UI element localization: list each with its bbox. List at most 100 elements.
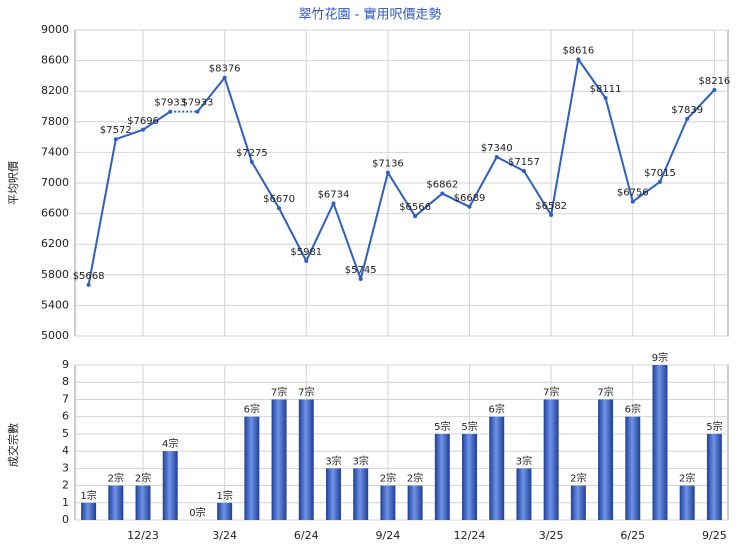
data-label: $7933 [154, 98, 186, 109]
bar [598, 399, 614, 520]
line-segment [604, 97, 634, 202]
bar [434, 433, 450, 520]
data-label: $7839 [671, 105, 703, 116]
data-label: $8216 [698, 76, 730, 87]
line-point [195, 109, 200, 114]
y-tick-label: 6200 [41, 237, 69, 250]
bar [244, 416, 260, 520]
data-label: $7136 [372, 159, 404, 170]
line-segment [441, 192, 470, 208]
line-segment [468, 156, 498, 208]
bar [462, 433, 478, 520]
line-point [603, 96, 608, 101]
data-label: $8376 [209, 64, 241, 75]
y-tick-label: 7000 [41, 176, 69, 189]
x-tick-label: 12/24 [454, 529, 486, 542]
bar [625, 416, 641, 520]
data-label: 2宗 [570, 472, 586, 485]
line-point [385, 170, 390, 175]
line-point [249, 159, 254, 164]
data-label: 2宗 [380, 472, 396, 485]
line-segment [359, 172, 389, 280]
bar [108, 485, 124, 520]
bar [679, 485, 695, 520]
y-tick-label: 8 [62, 375, 69, 388]
data-label: 3宗 [353, 454, 369, 467]
data-label: 4宗 [162, 437, 178, 450]
chart-title: 翠竹花園 - 實用呎價走勢 [299, 7, 442, 23]
y-tick-label: 8600 [41, 54, 69, 67]
y-axis-title: 平均呎價 [6, 161, 20, 205]
data-label: 2宗 [679, 472, 695, 485]
data-label: $7157 [508, 157, 540, 168]
data-label: 7宗 [298, 385, 314, 398]
line-segment [414, 192, 443, 217]
line-point [440, 191, 445, 196]
line-segment [686, 89, 716, 120]
line-point [277, 206, 282, 211]
line-point [86, 282, 91, 287]
y-tick-label: 0 [62, 513, 69, 526]
line-point [494, 154, 499, 159]
bar [706, 433, 722, 520]
bar [380, 485, 396, 520]
data-label: $5981 [290, 247, 322, 258]
line-point [304, 258, 309, 263]
data-label: $7933 [182, 98, 214, 109]
x-tick-label: 3/25 [539, 529, 564, 542]
x-tick-label: 12/23 [127, 529, 159, 542]
line-point [358, 277, 363, 282]
data-label: $6582 [535, 201, 567, 212]
data-label: 5宗 [434, 420, 450, 433]
line-segment [223, 77, 253, 163]
y-tick-label: 6 [62, 410, 69, 423]
y-tick-label: 4 [62, 444, 69, 457]
x-tick-label: 6/24 [294, 529, 319, 542]
line-point [521, 168, 526, 173]
x-tick-label: 6/25 [620, 529, 645, 542]
data-label: $6566 [399, 202, 431, 213]
data-label: 5宗 [461, 420, 477, 433]
line-segment [496, 156, 525, 172]
y-tick-label: 8200 [41, 84, 69, 97]
y-tick-label: 3 [62, 461, 69, 474]
line-point [576, 57, 581, 62]
data-label: $7696 [127, 116, 159, 127]
y-axis-title: 成交宗數 [6, 423, 20, 467]
y-tick-label: 5400 [41, 298, 69, 311]
data-label: 5宗 [706, 420, 722, 433]
line-point [113, 137, 118, 142]
data-label: 2宗 [407, 472, 423, 485]
data-label: $6734 [318, 189, 350, 200]
y-tick-label: 5800 [41, 268, 69, 281]
data-label: 0宗 [189, 506, 205, 519]
line-segment [196, 77, 226, 113]
line-segment [659, 118, 689, 183]
data-label: $7275 [236, 148, 268, 159]
y-tick-label: 7400 [41, 145, 69, 158]
line-point [331, 201, 336, 206]
data-label: $7015 [644, 168, 676, 179]
data-label: 2宗 [108, 472, 124, 485]
line-segment [332, 203, 362, 280]
data-label: $5745 [345, 265, 377, 276]
line-segment [632, 181, 661, 203]
data-label: $8111 [590, 84, 622, 95]
line-point [657, 179, 662, 184]
y-tick-label: 7 [62, 392, 69, 405]
y-tick-label: 5 [62, 427, 69, 440]
line-point [467, 204, 472, 209]
bar [162, 451, 178, 520]
data-label: 1宗 [216, 489, 232, 502]
bar [543, 399, 559, 520]
data-label: 9宗 [652, 351, 668, 364]
line-segment [387, 172, 416, 217]
bar [325, 468, 341, 520]
data-label: 2宗 [135, 472, 151, 485]
data-label: 6宗 [625, 403, 641, 416]
bar [135, 485, 151, 520]
bar [271, 399, 287, 520]
bar [516, 468, 532, 520]
data-label: $5668 [73, 271, 105, 282]
